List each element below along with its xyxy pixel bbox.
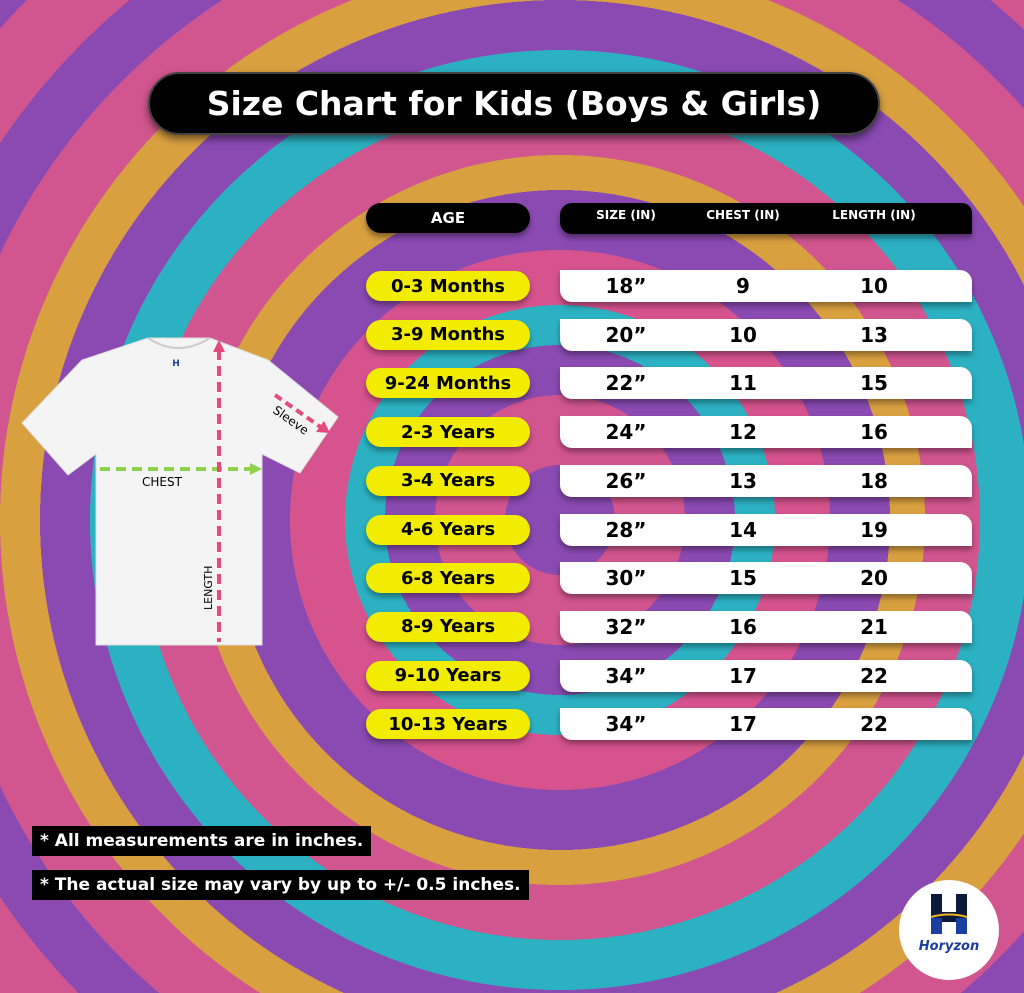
tag-logo: H (172, 359, 180, 369)
measurement-bar: 24” 12 16 (560, 416, 972, 449)
measurement-bar: 34” 17 22 (560, 708, 972, 741)
length-value: 18 (860, 468, 888, 493)
size-value: 22” (605, 371, 647, 396)
measurement-bar: 20” 10 13 (560, 318, 972, 351)
header-measurements: SIZE (IN) CHEST (IN) LENGTH (IN) (560, 203, 972, 234)
table-row: 2-3 Years 24” 12 16 (0, 416, 1024, 449)
length-value: 22 (860, 663, 888, 688)
age-pill: 9-24 Months (366, 368, 530, 399)
chest-value: 15 (729, 566, 757, 591)
size-value: 24” (605, 420, 647, 445)
size-value: 26” (605, 468, 647, 493)
age-pill: 8-9 Years (366, 611, 530, 642)
table-row: 4-6 Years 28” 14 19 (0, 513, 1024, 547)
measurement-bar: 28” 14 19 (560, 513, 972, 546)
size-value: 34” (605, 712, 647, 737)
chest-label: CHEST (142, 475, 183, 489)
age-pill: 2-3 Years (366, 417, 530, 448)
header-age: AGE (366, 203, 530, 233)
age-pill: 6-8 Years (366, 563, 530, 594)
table-row: 10-13 Years 34” 17 22 (0, 708, 1024, 741)
chest-value: 11 (729, 371, 757, 396)
length-value: 22 (860, 712, 888, 737)
age-pill: 10-13 Years (366, 709, 530, 740)
size-value: 34” (605, 663, 647, 688)
chest-value: 17 (729, 663, 757, 688)
measurement-bar: 26” 13 18 (560, 464, 972, 497)
table-row: 8-9 Years 32” 16 21 (0, 610, 1024, 644)
size-value: 28” (605, 517, 647, 542)
table-row: 3-9 Months 20” 10 13 (0, 318, 1024, 352)
tshirt-shape (21, 337, 339, 646)
size-value: 20” (605, 322, 647, 347)
header-size: SIZE (IN) (596, 208, 656, 222)
length-value: 20 (860, 566, 888, 591)
brand-logo: Horyzon (899, 880, 999, 980)
svg-text:Horyzon: Horyzon (919, 939, 979, 954)
chest-value: 14 (729, 517, 757, 542)
measurement-bar: 30” 15 20 (560, 562, 972, 595)
measurement-bar: 22” 11 15 (560, 367, 972, 400)
measurement-bar: 18” 9 10 (560, 270, 972, 302)
chest-value: 13 (729, 468, 757, 493)
table-row: 0-3 Months 18” 9 10 (0, 270, 1024, 303)
horyzon-logo-icon: Horyzon (919, 894, 979, 954)
age-pill: 3-4 Years (366, 465, 530, 496)
table-row: 3-4 Years 26” 13 18 (0, 464, 1024, 498)
age-pill: 4-6 Years (366, 514, 530, 545)
tshirt-diagram: H CHEST LENGTH Sleeve (21, 337, 339, 646)
age-pill: 3-9 Months (366, 319, 530, 350)
chest-value: 10 (729, 322, 757, 347)
length-value: 15 (860, 371, 888, 396)
header-chest: CHEST (IN) (706, 208, 780, 222)
length-value: 16 (860, 420, 888, 445)
size-value: 30” (605, 566, 647, 591)
measurement-bar: 34” 17 22 (560, 659, 972, 692)
length-label: LENGTH (202, 566, 215, 610)
note-variance: * The actual size may vary by up to +/- … (32, 870, 529, 900)
size-value: 18” (605, 274, 647, 298)
length-value: 10 (860, 274, 888, 298)
table-row: 6-8 Years 30” 15 20 (0, 562, 1024, 595)
length-value: 19 (860, 517, 888, 542)
page-title: Size Chart for Kids (Boys & Girls) (148, 72, 880, 135)
chest-value: 12 (729, 420, 757, 445)
size-value: 32” (605, 614, 647, 639)
table-row: 9-24 Months 22” 11 15 (0, 367, 1024, 400)
chest-value: 16 (729, 614, 757, 639)
table-row: 9-10 Years 34” 17 22 (0, 659, 1024, 693)
length-value: 13 (860, 322, 888, 347)
chest-value: 17 (729, 712, 757, 737)
note-units: * All measurements are in inches. (32, 826, 372, 856)
length-value: 21 (860, 614, 888, 639)
chest-value: 9 (736, 274, 750, 298)
sleeve-arrow (273, 393, 324, 430)
header-length: LENGTH (IN) (832, 208, 916, 222)
age-pill: 9-10 Years (366, 660, 530, 691)
age-pill: 0-3 Months (366, 271, 530, 301)
measurement-bar: 32” 16 21 (560, 610, 972, 643)
